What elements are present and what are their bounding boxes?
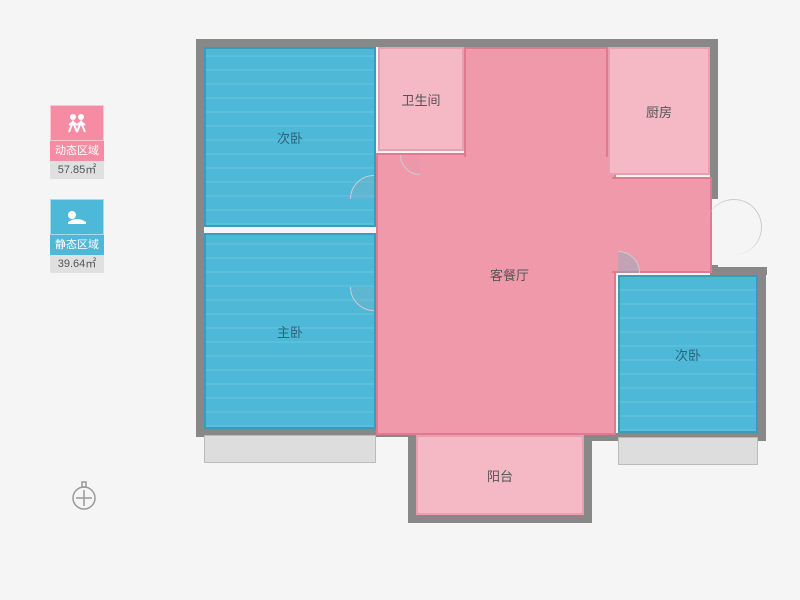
wall [196, 39, 204, 437]
legend-dynamic-value: 57.85㎡ [50, 161, 104, 179]
room-balcony: 阳台 [416, 435, 584, 515]
floorplan: 客餐厅 卫生间 厨房 阳台 次卧 主卧 次卧 [190, 35, 770, 565]
rail [618, 437, 758, 465]
rail [204, 435, 376, 463]
legend-dynamic: 动态区域 57.85㎡ [50, 105, 110, 179]
people-icon [64, 112, 90, 134]
room-living-corridor [464, 47, 608, 157]
wall [408, 515, 592, 523]
kitchen-label: 厨房 [646, 102, 672, 121]
door-arc [706, 199, 762, 255]
legend-static: 静态区域 39.64㎡ [50, 199, 110, 273]
master-bedroom-label: 主卧 [277, 322, 303, 341]
static-sleep-icon [50, 199, 104, 235]
wall [408, 433, 416, 521]
legend-dynamic-label: 动态区域 [50, 141, 104, 161]
room-kitchen: 厨房 [608, 47, 710, 175]
bathroom-label: 卫生间 [401, 90, 440, 109]
wall [584, 433, 592, 521]
room-bathroom: 卫生间 [378, 47, 464, 151]
room-secondary-bedroom-2: 次卧 [618, 275, 758, 433]
dynamic-people-icon [50, 105, 104, 141]
compass-icon [70, 480, 98, 517]
secondary-bedroom-1-label: 次卧 [277, 128, 303, 147]
balcony-label: 阳台 [487, 466, 513, 485]
wall [710, 39, 718, 199]
legend-static-label: 静态区域 [50, 235, 104, 255]
sleep-icon [64, 208, 90, 226]
secondary-bedroom-2-label: 次卧 [675, 345, 701, 364]
room-living-dining [376, 153, 616, 435]
legend-panel: 动态区域 57.85㎡ 静态区域 39.64㎡ [50, 105, 110, 293]
wall [758, 267, 766, 441]
room-master-bedroom: 主卧 [204, 233, 376, 429]
room-secondary-bedroom-1: 次卧 [204, 47, 376, 227]
legend-static-value: 39.64㎡ [50, 255, 104, 273]
wall [196, 39, 718, 47]
